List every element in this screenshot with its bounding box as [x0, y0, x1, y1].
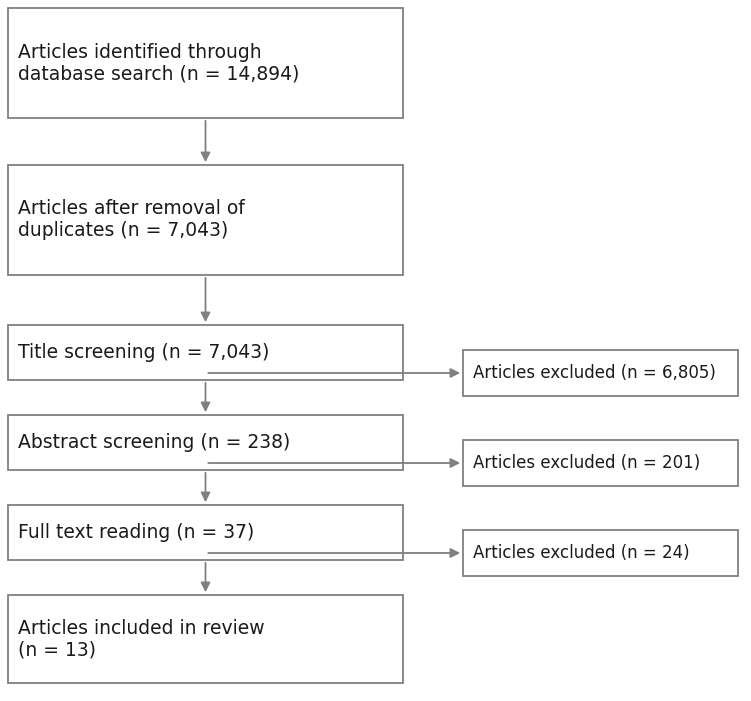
- Text: Title screening (n = 7,043): Title screening (n = 7,043): [18, 343, 270, 362]
- Bar: [463, 350, 738, 396]
- Text: Articles included in review
(n = 13): Articles included in review (n = 13): [18, 618, 264, 660]
- Bar: [8, 415, 403, 470]
- Text: Full text reading (n = 37): Full text reading (n = 37): [18, 523, 255, 542]
- Text: Articles excluded (n = 6,805): Articles excluded (n = 6,805): [473, 364, 716, 382]
- Text: Articles identified through
database search (n = 14,894): Articles identified through database sea…: [18, 43, 300, 83]
- Text: Articles excluded (n = 24): Articles excluded (n = 24): [473, 544, 689, 562]
- Bar: [8, 505, 403, 560]
- Text: Articles excluded (n = 201): Articles excluded (n = 201): [473, 454, 700, 472]
- Bar: [463, 530, 738, 576]
- Bar: [8, 595, 403, 683]
- Bar: [463, 440, 738, 486]
- Text: Articles after removal of
duplicates (n = 7,043): Articles after removal of duplicates (n …: [18, 200, 245, 240]
- Bar: [8, 325, 403, 380]
- Bar: [8, 165, 403, 275]
- Text: Abstract screening (n = 238): Abstract screening (n = 238): [18, 433, 290, 452]
- Bar: [8, 8, 403, 118]
